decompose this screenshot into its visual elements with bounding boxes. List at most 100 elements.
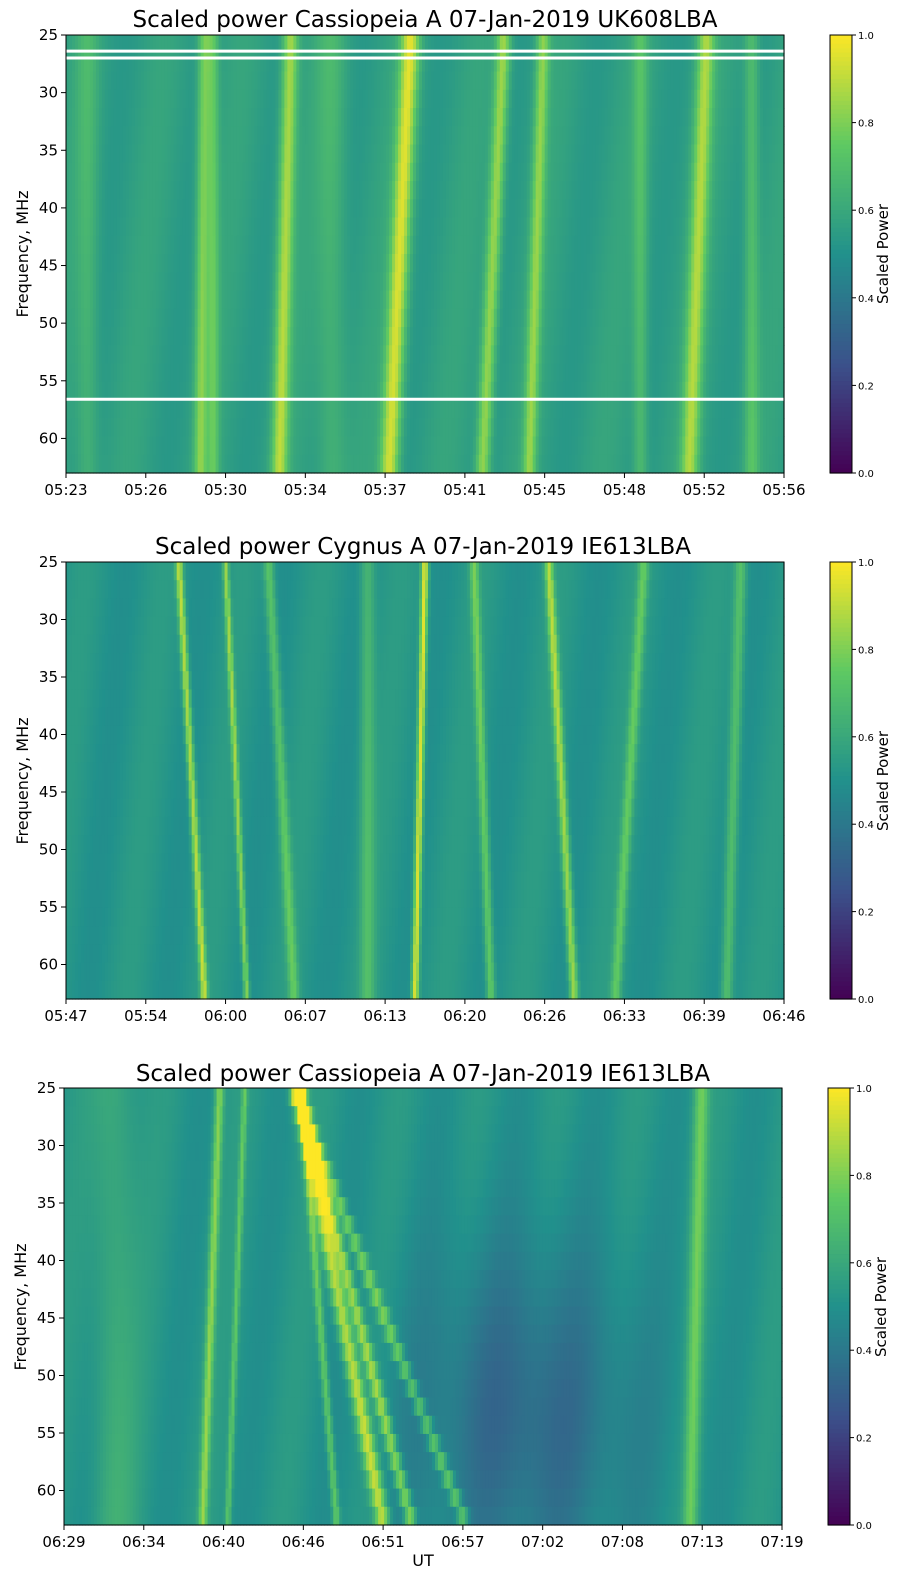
heatmap-cell bbox=[290, 71, 294, 91]
heatmap-cell bbox=[745, 35, 749, 54]
heatmap-cell bbox=[290, 35, 294, 54]
heatmap-cell bbox=[724, 35, 728, 54]
heatmap-cell bbox=[568, 144, 573, 164]
heatmap-cell bbox=[392, 162, 396, 182]
heatmap-cell bbox=[92, 199, 97, 219]
heatmap-cell bbox=[433, 89, 438, 109]
heatmap-cell bbox=[646, 53, 650, 73]
heatmap-cell bbox=[694, 35, 698, 54]
heatmap-cell bbox=[646, 181, 650, 200]
heatmap-cell bbox=[329, 217, 333, 237]
heatmap-cell bbox=[532, 162, 537, 182]
heatmap-cell bbox=[251, 89, 256, 109]
heatmap-cell bbox=[149, 53, 154, 73]
heatmap-cell bbox=[634, 162, 639, 182]
heatmap-cell bbox=[248, 235, 253, 255]
heatmap-cell bbox=[571, 35, 576, 54]
heatmap-cell bbox=[781, 199, 785, 219]
heatmap-cell bbox=[580, 217, 585, 237]
heatmap-cell bbox=[520, 235, 525, 255]
heatmap-cell bbox=[655, 53, 659, 73]
heatmap-cell bbox=[487, 126, 492, 146]
heatmap-cell bbox=[185, 108, 190, 127]
heatmap-cell bbox=[565, 35, 570, 54]
heatmap-cell bbox=[176, 181, 181, 200]
heatmap-cell bbox=[110, 126, 115, 146]
heatmap-cell bbox=[110, 235, 115, 255]
heatmap-cell bbox=[520, 89, 525, 109]
heatmap-cell bbox=[350, 199, 354, 219]
heatmap-cell bbox=[203, 217, 208, 237]
heatmap-cell bbox=[167, 35, 172, 54]
heatmap-cell bbox=[661, 144, 665, 164]
heatmap-cell bbox=[652, 35, 656, 54]
heatmap-cell bbox=[221, 235, 226, 255]
heatmap-cell bbox=[766, 126, 770, 146]
heatmap-cell bbox=[347, 108, 351, 127]
heatmap-cell bbox=[607, 35, 612, 54]
heatmap-cell bbox=[637, 181, 641, 200]
heatmap-cell bbox=[377, 89, 381, 109]
heatmap-cell bbox=[586, 217, 591, 237]
heatmap-cell bbox=[68, 162, 73, 182]
heatmap-cell bbox=[589, 108, 594, 127]
heatmap-cell bbox=[92, 35, 97, 54]
heatmap-cell bbox=[736, 53, 740, 73]
heatmap-cell bbox=[335, 217, 339, 237]
heatmap-cell bbox=[137, 126, 142, 146]
heatmap-cell bbox=[724, 53, 728, 73]
heatmap-cell bbox=[335, 144, 339, 164]
heatmap-cell bbox=[484, 199, 489, 219]
heatmap-cell bbox=[616, 108, 621, 127]
heatmap-cell bbox=[323, 126, 327, 146]
heatmap-cell bbox=[628, 217, 633, 237]
heatmap-cell bbox=[203, 53, 208, 73]
heatmap-cell bbox=[661, 53, 665, 73]
heatmap-cell bbox=[344, 217, 348, 237]
heatmap-cell bbox=[167, 235, 172, 255]
heatmap-cell bbox=[520, 181, 525, 200]
heatmap-cell bbox=[478, 199, 483, 219]
heatmap-cell bbox=[227, 71, 232, 91]
heatmap-cell bbox=[430, 108, 435, 127]
heatmap-cell bbox=[176, 53, 181, 73]
heatmap-cell bbox=[146, 53, 151, 73]
heatmap-cell bbox=[80, 162, 85, 182]
heatmap-cell bbox=[254, 108, 259, 127]
heatmap-cell bbox=[377, 199, 381, 219]
heatmap-cell bbox=[436, 217, 441, 237]
heatmap-cell bbox=[598, 126, 603, 146]
heatmap-cell bbox=[697, 235, 701, 255]
panel-1: Scaled power Cassiopeia A 07-Jan-2019 UK… bbox=[13, 7, 892, 499]
heatmap-cell bbox=[422, 162, 426, 182]
heatmap-cell bbox=[164, 71, 169, 91]
heatmap-cell bbox=[302, 71, 306, 91]
heatmap-cell bbox=[496, 217, 501, 237]
heatmap-cell bbox=[733, 35, 737, 54]
heatmap-cell bbox=[296, 35, 300, 54]
heatmap-cell bbox=[703, 144, 707, 164]
heatmap-cell bbox=[305, 199, 309, 219]
heatmap-cell bbox=[478, 35, 483, 54]
heatmap-cell bbox=[137, 35, 142, 54]
heatmap-cell bbox=[215, 217, 220, 237]
heatmap-cell bbox=[242, 235, 247, 255]
heatmap-cell bbox=[422, 108, 426, 127]
heatmap-cell bbox=[125, 181, 130, 200]
heatmap-cell bbox=[667, 162, 671, 182]
heatmap-cell bbox=[317, 53, 321, 73]
heatmap-cell bbox=[526, 108, 531, 127]
heatmap-cell bbox=[466, 199, 471, 219]
heatmap-cell bbox=[158, 35, 163, 54]
heatmap-cell bbox=[194, 71, 199, 91]
heatmap-cell bbox=[173, 162, 178, 182]
heatmap-cell bbox=[529, 217, 534, 237]
heatmap-cell bbox=[272, 35, 277, 54]
heatmap-cell bbox=[712, 35, 716, 54]
heatmap-cell bbox=[197, 126, 202, 146]
heatmap-cell bbox=[68, 144, 73, 164]
heatmap-cell bbox=[179, 162, 184, 182]
heatmap-cell bbox=[92, 162, 97, 182]
heatmap-cell bbox=[658, 144, 662, 164]
